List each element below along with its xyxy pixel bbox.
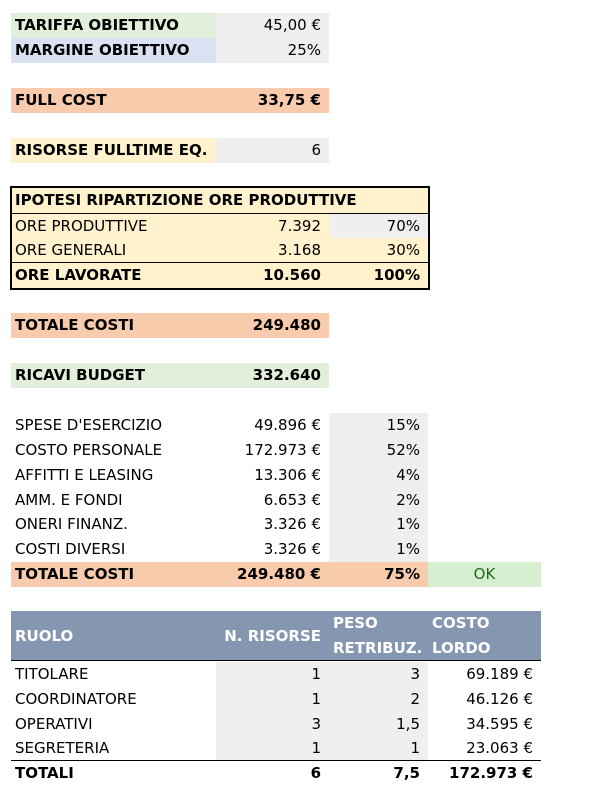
expense-label[interactable]: COSTI DIVERSI: [15, 540, 126, 558]
roles-total-count[interactable]: 6: [310, 764, 321, 782]
role-name[interactable]: TITOLARE: [15, 665, 89, 683]
full-cost-label[interactable]: FULL COST: [11, 88, 216, 113]
role-count[interactable]: 3: [216, 712, 329, 737]
expense-pct[interactable]: 15%: [329, 413, 428, 438]
hours-total-divider: [11, 262, 428, 263]
role-count[interactable]: 1: [216, 736, 329, 761]
roles-total-divider: [11, 760, 541, 761]
role-count[interactable]: 1: [216, 687, 329, 712]
hours-row-label[interactable]: ORE GENERALI: [11, 238, 216, 263]
expense-label[interactable]: AMM. E FONDI: [15, 491, 123, 509]
role-name[interactable]: COORDINATORE: [15, 690, 137, 708]
expense-pct[interactable]: 52%: [329, 438, 428, 463]
margin-label[interactable]: MARGINE OBIETTIVO: [11, 38, 216, 63]
total-costs-value[interactable]: 249.480: [216, 313, 329, 338]
total-costs-label[interactable]: TOTALE COSTI: [11, 313, 216, 338]
role-count[interactable]: 1: [216, 662, 329, 687]
roles-header-cost-line1: COSTO: [432, 614, 490, 632]
hours-row-pct[interactable]: 30%: [329, 238, 428, 263]
expense-value[interactable]: 6.653 €: [263, 491, 321, 509]
revenue-label[interactable]: RICAVI BUDGET: [11, 363, 216, 388]
hours-total-pct[interactable]: 100%: [329, 263, 428, 288]
expenses-total-label[interactable]: TOTALE COSTI: [11, 562, 216, 587]
roles-total-label[interactable]: TOTALI: [15, 764, 74, 782]
revenue-value[interactable]: 332.640: [216, 363, 329, 388]
margin-value[interactable]: 25%: [216, 38, 329, 63]
expense-label[interactable]: COSTO PERSONALE: [15, 441, 163, 459]
role-weight[interactable]: 3: [329, 662, 428, 687]
roles-header-cost-line2: LORDO: [432, 639, 491, 657]
expense-label[interactable]: ONERI FINANZ.: [15, 515, 128, 533]
expense-value[interactable]: 172.973 €: [244, 441, 321, 459]
expense-pct[interactable]: 1%: [329, 537, 428, 562]
roles-header-weight-line2: RETRIBUZ.: [333, 639, 423, 657]
role-weight[interactable]: 1,5: [329, 712, 428, 737]
hours-total-label[interactable]: ORE LAVORATE: [11, 263, 216, 288]
expense-label[interactable]: SPESE D'ESERCIZIO: [15, 416, 163, 434]
role-name[interactable]: OPERATIVI: [15, 715, 93, 733]
expense-pct[interactable]: 2%: [329, 488, 428, 513]
roles-header-count[interactable]: N. RISORSE: [216, 611, 329, 661]
expense-value[interactable]: 13.306 €: [254, 466, 321, 484]
resources-value[interactable]: 6: [216, 138, 329, 163]
expense-label[interactable]: AFFITTI E LEASING: [15, 466, 154, 484]
roles-total-weight[interactable]: 7,5: [393, 764, 420, 782]
role-cost[interactable]: 46.126 €: [466, 690, 533, 708]
resources-label[interactable]: RISORSE FULLTIME EQ.: [11, 138, 216, 163]
hours-title-divider: [11, 213, 428, 214]
role-weight[interactable]: 1: [329, 736, 428, 761]
roles-header-role[interactable]: RUOLO: [11, 611, 216, 661]
full-cost-value[interactable]: 33,75 €: [216, 88, 329, 113]
roles-total-cost[interactable]: 172.973 €: [449, 764, 533, 782]
tariff-label[interactable]: TARIFFA OBIETTIVO: [11, 13, 216, 38]
roles-header-cost[interactable]: COSTO LORDO: [428, 611, 541, 661]
hours-title[interactable]: IPOTESI RIPARTIZIONE ORE PRODUTTIVE: [11, 188, 428, 213]
role-weight[interactable]: 2: [329, 687, 428, 712]
expense-value[interactable]: 49.896 €: [254, 416, 321, 434]
roles-header-weight-line1: PESO: [333, 614, 378, 632]
role-cost[interactable]: 23.063 €: [466, 739, 533, 757]
roles-header-weight[interactable]: PESO RETRIBUZ.: [329, 611, 428, 661]
hours-total-value[interactable]: 10.560: [216, 263, 329, 288]
expense-value[interactable]: 3.326 €: [263, 540, 321, 558]
hours-row-pct[interactable]: 70%: [329, 214, 428, 239]
role-name[interactable]: SEGRETERIA: [15, 739, 110, 757]
expenses-total-value[interactable]: 249.480 €: [216, 562, 329, 587]
role-cost[interactable]: 34.595 €: [466, 715, 533, 733]
hours-row-value[interactable]: 7.392: [216, 214, 329, 239]
expense-pct[interactable]: 4%: [329, 463, 428, 488]
role-cost[interactable]: 69.189 €: [466, 665, 533, 683]
expense-value[interactable]: 3.326 €: [263, 515, 321, 533]
expenses-total-pct[interactable]: 75%: [329, 562, 428, 587]
roles-header-divider: [11, 660, 541, 661]
expense-pct[interactable]: 1%: [329, 512, 428, 537]
hours-row-label[interactable]: ORE PRODUTTIVE: [11, 214, 216, 239]
status-ok-badge[interactable]: OK: [428, 562, 541, 587]
tariff-value[interactable]: 45,00 €: [216, 13, 329, 38]
hours-row-value[interactable]: 3.168: [216, 238, 329, 263]
